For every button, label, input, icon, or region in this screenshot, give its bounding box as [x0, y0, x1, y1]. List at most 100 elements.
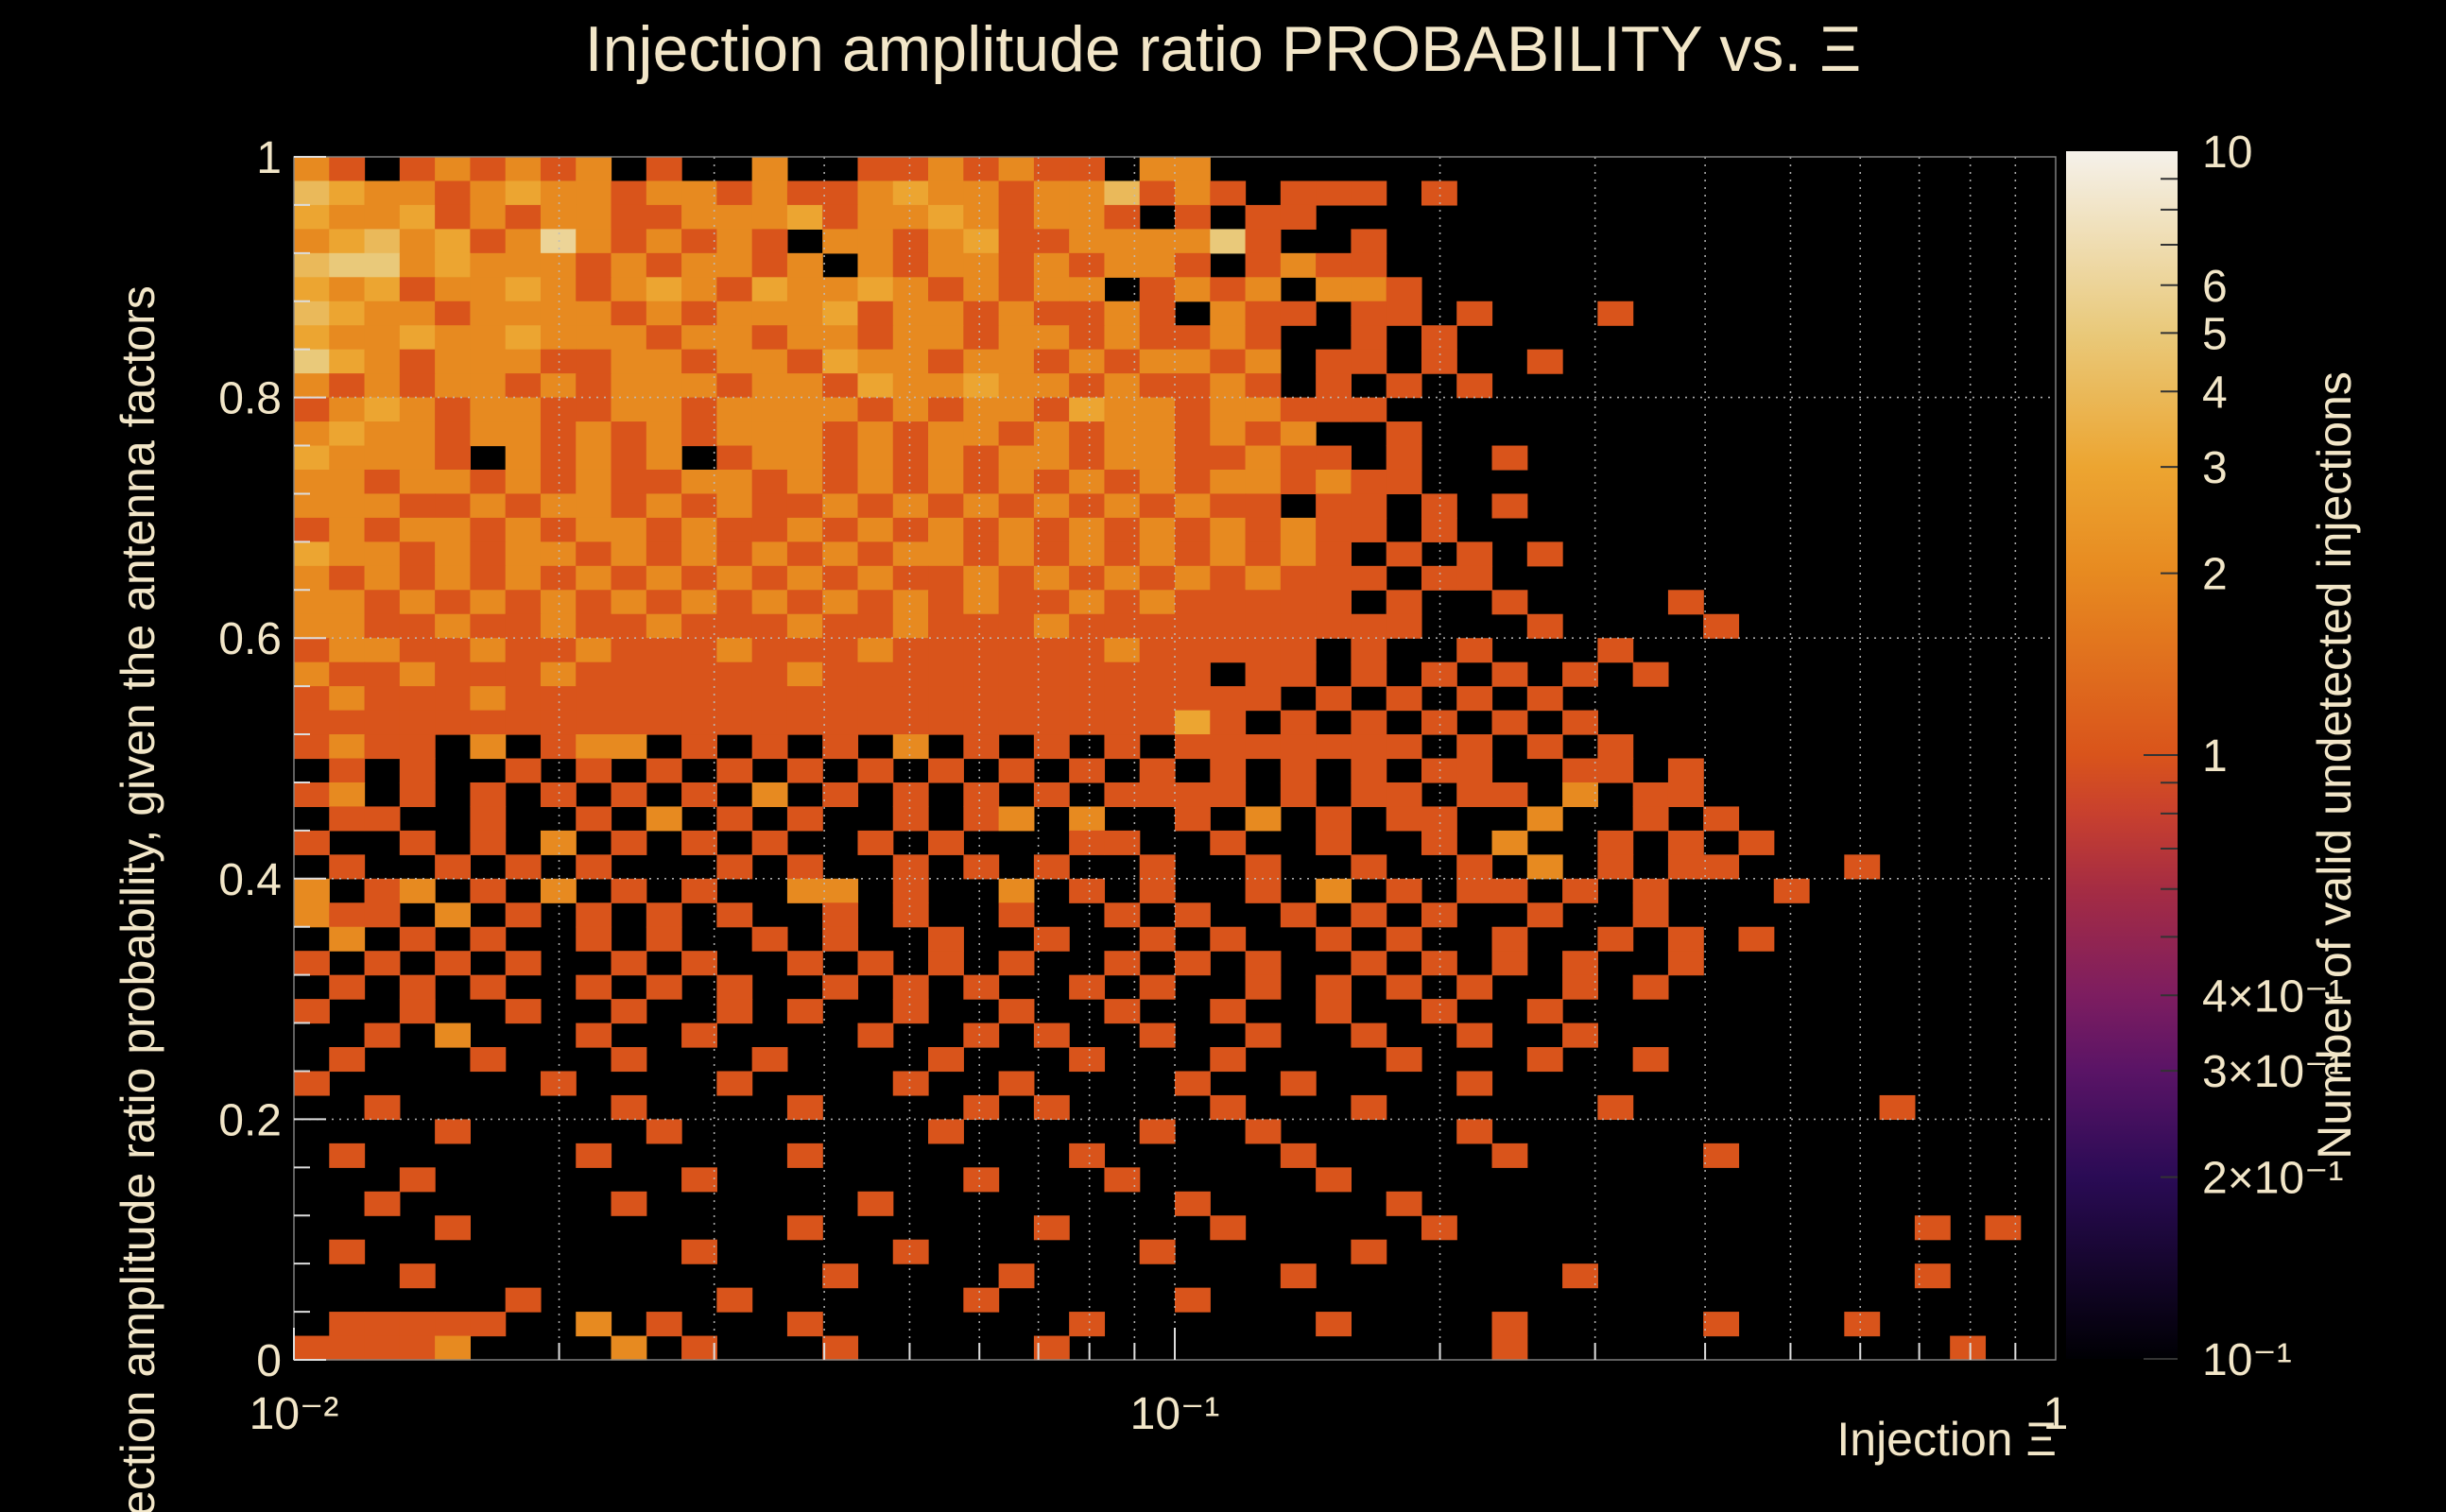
heatmap-cell — [1139, 421, 1176, 447]
heatmap-cell — [294, 517, 330, 542]
heatmap-cell — [751, 517, 788, 542]
heatmap-cell — [681, 373, 717, 399]
heatmap-cell — [716, 517, 753, 542]
heatmap-cell — [329, 734, 366, 760]
heatmap-cell — [1316, 878, 1352, 903]
heatmap-cell — [857, 951, 894, 976]
heatmap-cell — [681, 782, 717, 808]
heatmap-cell — [892, 974, 929, 1000]
heatmap-cell — [364, 1312, 401, 1337]
heatmap-cell — [786, 421, 823, 447]
heatmap-cell — [1210, 782, 1247, 808]
heatmap-cell — [329, 854, 366, 880]
heatmap-cell — [751, 590, 788, 615]
heatmap-cell — [399, 710, 436, 735]
heatmap-cell — [294, 662, 330, 687]
heatmap-cell — [892, 301, 929, 326]
colorbar-tick-label: 4×10⁻¹ — [2202, 971, 2343, 1022]
heatmap-cell — [857, 758, 894, 783]
heatmap-cell — [963, 277, 1000, 302]
heatmap-cell — [646, 325, 682, 351]
heatmap-cell — [1950, 1335, 1987, 1361]
heatmap-cell — [1280, 1143, 1317, 1168]
heatmap-cell — [1033, 686, 1070, 712]
heatmap-cell — [998, 445, 1035, 471]
heatmap-cell — [505, 301, 542, 326]
heatmap-cell — [399, 999, 436, 1024]
heatmap-cell — [646, 229, 682, 254]
heatmap-cell — [1245, 686, 1282, 712]
heatmap-cell — [963, 1022, 1000, 1048]
heatmap-cell — [294, 951, 330, 976]
heatmap-cell — [822, 397, 859, 422]
heatmap-cell — [470, 710, 507, 735]
heatmap-cell — [751, 204, 788, 230]
heatmap-cell — [1139, 926, 1176, 952]
heatmap-cell — [329, 517, 366, 542]
heatmap-cell — [329, 974, 366, 1000]
heatmap-cell — [681, 252, 717, 278]
heatmap-cell — [1703, 613, 1740, 639]
heatmap-cell — [399, 301, 436, 326]
heatmap-cell — [1210, 469, 1247, 495]
heatmap-cell — [294, 590, 330, 615]
heatmap-cell — [1033, 301, 1070, 326]
heatmap-cell — [470, 397, 507, 422]
heatmap-cell — [1139, 686, 1176, 712]
heatmap-cell — [329, 926, 366, 952]
heatmap-cell — [716, 373, 753, 399]
heatmap-cell — [294, 277, 330, 302]
heatmap-cell — [716, 1071, 753, 1096]
heatmap-cell — [928, 758, 964, 783]
heatmap-cell — [786, 373, 823, 399]
heatmap-cell — [576, 373, 612, 399]
heatmap-cell — [963, 373, 1000, 399]
heatmap-cell — [611, 445, 647, 471]
heatmap-cell — [822, 782, 859, 808]
heatmap-cell — [1316, 252, 1352, 278]
heatmap-cell — [963, 325, 1000, 351]
heatmap-cell — [646, 349, 682, 374]
heatmap-cell — [1351, 1239, 1387, 1264]
colorbar-tick-label: 3 — [2202, 443, 2228, 493]
heatmap-cell — [1280, 1263, 1317, 1289]
heatmap-cell — [1104, 325, 1141, 351]
heatmap-cell — [1421, 830, 1457, 855]
heatmap-cell — [611, 951, 647, 976]
heatmap-cell — [329, 541, 366, 567]
heatmap-cell — [364, 541, 401, 567]
heatmap-cell — [1351, 397, 1387, 422]
heatmap-cell — [1491, 926, 1528, 952]
heatmap-cell — [540, 157, 577, 182]
heatmap-cell — [1456, 541, 1493, 567]
heatmap-cell — [1632, 974, 1669, 1000]
heatmap-cell — [611, 638, 647, 663]
heatmap-cell — [399, 469, 436, 495]
heatmap-cell — [1386, 373, 1422, 399]
heatmap-cell — [611, 517, 647, 542]
heatmap-cell — [1139, 974, 1176, 1000]
heatmap-cell — [963, 613, 1000, 639]
heatmap-cell — [540, 397, 577, 422]
heatmap-cell — [470, 686, 507, 712]
heatmap-cell — [857, 421, 894, 447]
heatmap-cell — [998, 758, 1035, 783]
heatmap-cell — [435, 638, 471, 663]
heatmap-cell — [364, 590, 401, 615]
heatmap-cell — [1667, 758, 1704, 783]
heatmap-cell — [646, 686, 682, 712]
heatmap-cell — [681, 1022, 717, 1048]
heatmap-cell — [1421, 517, 1457, 542]
heatmap-cell — [1316, 999, 1352, 1024]
heatmap-cell — [1175, 1287, 1211, 1313]
heatmap-cell — [611, 493, 647, 519]
heatmap-cell — [576, 902, 612, 928]
heatmap-cell — [1632, 782, 1669, 808]
heatmap-cell — [294, 613, 330, 639]
heatmap-cell — [892, 1239, 929, 1264]
heatmap-cell — [751, 734, 788, 760]
heatmap-cell — [576, 397, 612, 422]
heatmap-cell — [1386, 421, 1422, 447]
x-tick-label: 10⁻¹ — [1130, 1389, 1220, 1439]
heatmap-cell — [364, 373, 401, 399]
